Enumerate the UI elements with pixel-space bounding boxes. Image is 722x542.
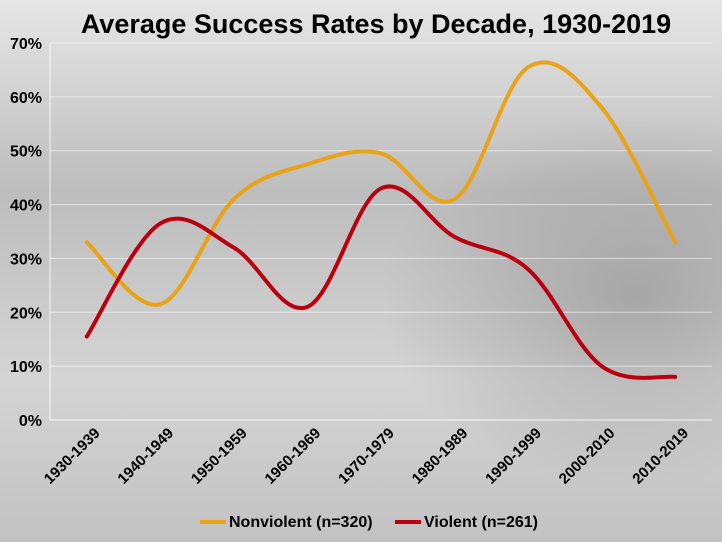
y-tick-label: 50% — [10, 144, 42, 161]
y-tick-label: 0% — [19, 413, 42, 430]
series-line-nonviolent — [84, 60, 678, 307]
legend-label: Nonviolent (n=320) — [229, 514, 373, 531]
series-line-violent — [84, 184, 678, 380]
legend-label: Violent (n=261) — [424, 514, 538, 531]
series-lines — [84, 60, 678, 380]
legend: Nonviolent (n=320) Violent (n=261) — [200, 514, 538, 531]
y-tick-label: 60% — [10, 90, 42, 107]
chart-title: Average Success Rates by Decade, 1930-20… — [81, 9, 671, 39]
y-tick-label: 30% — [10, 251, 42, 268]
gridlines — [50, 42, 712, 421]
y-tick-label: 10% — [10, 359, 42, 376]
y-tick-label: 40% — [10, 198, 42, 215]
y-tick-label: 70% — [10, 36, 42, 53]
y-tick-label: 20% — [10, 305, 42, 322]
